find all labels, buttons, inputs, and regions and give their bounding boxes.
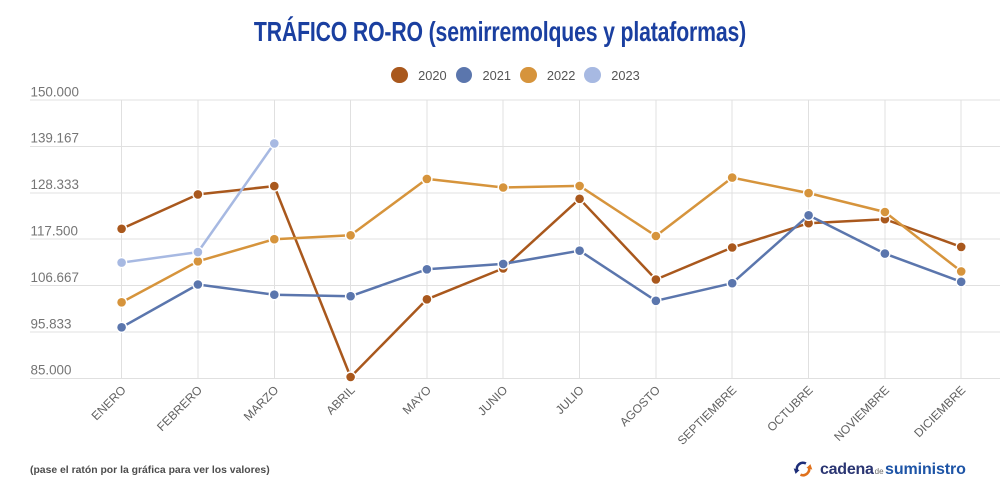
svg-text:106.667: 106.667 xyxy=(31,270,79,285)
svg-text:NOVIEMBRE: NOVIEMBRE xyxy=(831,383,892,444)
svg-text:OCTUBRE: OCTUBRE xyxy=(764,383,815,434)
svg-text:ENERO: ENERO xyxy=(89,383,129,423)
svg-text:95.833: 95.833 xyxy=(31,316,72,331)
svg-text:117.500: 117.500 xyxy=(31,224,78,239)
svg-text:DICIEMBRE: DICIEMBRE xyxy=(911,383,968,440)
svg-text:ABRIL: ABRIL xyxy=(323,383,358,418)
svg-text:85.000: 85.000 xyxy=(31,363,72,378)
svg-text:150.000: 150.000 xyxy=(31,84,79,99)
svg-text:128.333: 128.333 xyxy=(31,177,79,192)
svg-text:MAYO: MAYO xyxy=(400,383,434,417)
svg-text:JUNIO: JUNIO xyxy=(475,383,510,418)
svg-text:MARZO: MARZO xyxy=(241,383,282,424)
svg-text:JULIO: JULIO xyxy=(553,383,587,417)
svg-text:139.167: 139.167 xyxy=(31,131,79,146)
svg-text:FEBRERO: FEBRERO xyxy=(154,383,205,434)
svg-text:SEPTIEMBRE: SEPTIEMBRE xyxy=(675,383,740,448)
svg-text:AGOSTO: AGOSTO xyxy=(617,383,663,429)
